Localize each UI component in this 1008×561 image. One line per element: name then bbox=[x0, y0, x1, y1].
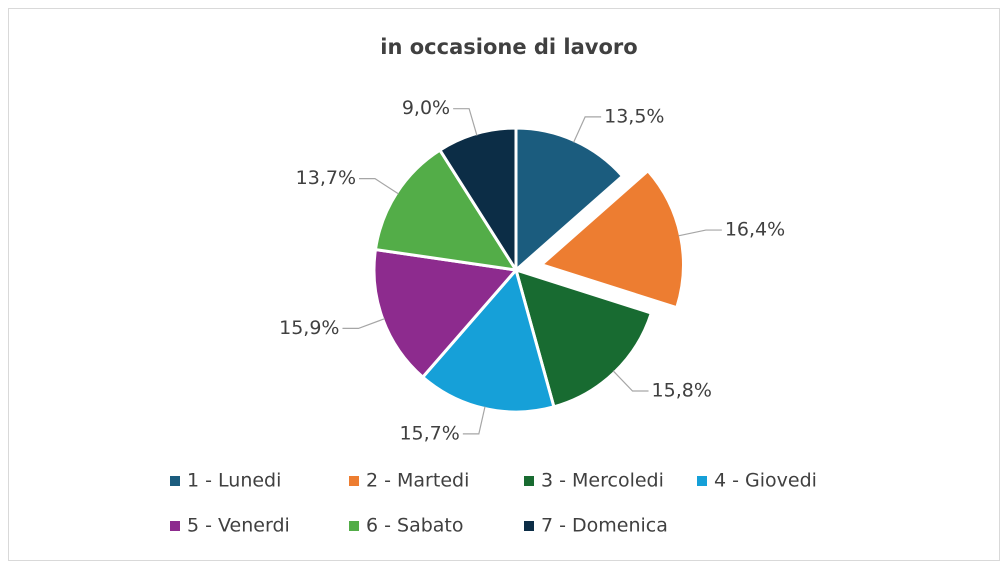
legend-swatch bbox=[524, 476, 534, 486]
chart-title: in occasione di lavoro bbox=[380, 35, 637, 59]
data-label: 13,7% bbox=[296, 167, 356, 189]
legend-label: 4 - Giovedi bbox=[714, 470, 817, 492]
data-label: 15,9% bbox=[279, 317, 339, 339]
leader-line bbox=[342, 318, 385, 329]
leader-line bbox=[359, 178, 399, 195]
legend-label: 6 - Sabato bbox=[366, 515, 464, 537]
legend-swatch bbox=[524, 521, 534, 531]
legend-swatch bbox=[349, 476, 359, 486]
legend-label: 5 - Venerdi bbox=[187, 515, 290, 537]
leader-line bbox=[678, 229, 722, 237]
data-label: 15,8% bbox=[652, 380, 712, 402]
data-label: 13,5% bbox=[604, 105, 664, 127]
leader-line bbox=[453, 108, 478, 136]
data-label: 9,0% bbox=[402, 97, 450, 119]
data-label: 15,7% bbox=[399, 422, 459, 444]
leader-line bbox=[573, 116, 602, 143]
legend-swatch bbox=[170, 521, 180, 531]
legend-swatch bbox=[349, 521, 359, 531]
legend-swatch bbox=[697, 476, 707, 486]
legend-label: 1 - Lunedi bbox=[187, 470, 281, 492]
leader-line bbox=[612, 370, 649, 392]
data-label: 16,4% bbox=[725, 219, 785, 241]
legend-label: 3 - Mercoledi bbox=[541, 470, 664, 492]
leader-line bbox=[462, 406, 486, 435]
legend-label: 2 - Martedi bbox=[366, 470, 469, 492]
legend-label: 7 - Domenica bbox=[541, 515, 668, 537]
legend-swatch bbox=[170, 476, 180, 486]
